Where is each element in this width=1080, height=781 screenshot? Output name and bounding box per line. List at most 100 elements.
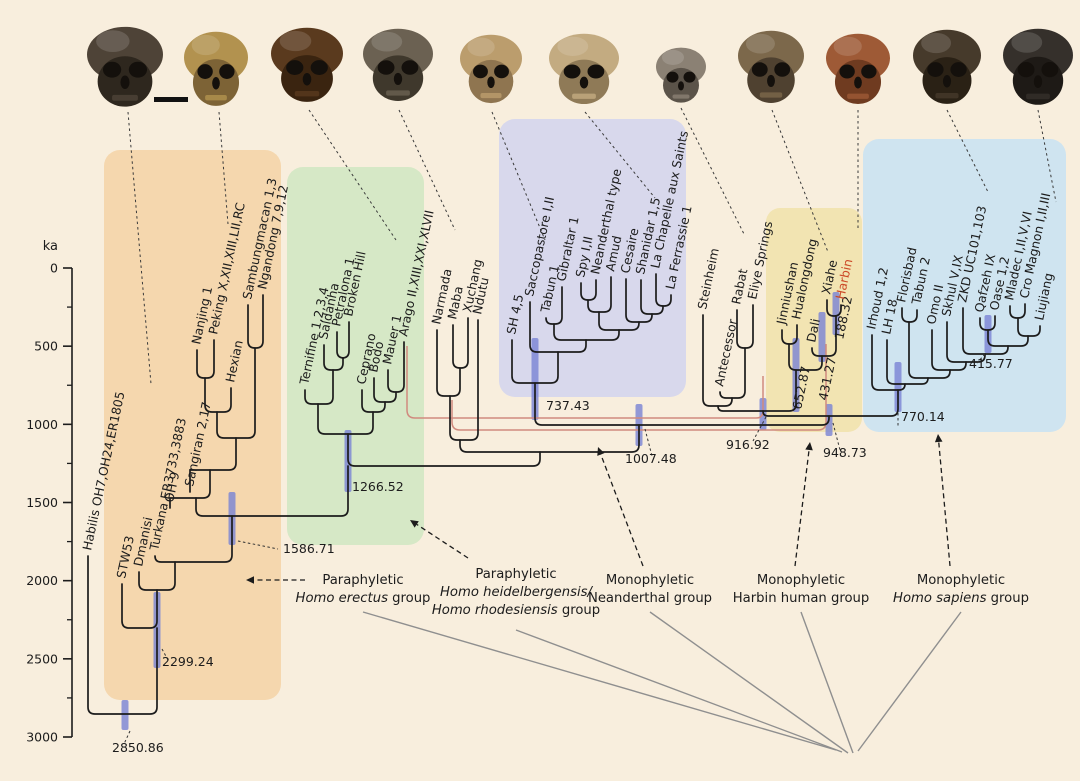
branch-n_sang — [189, 437, 237, 493]
group-fan-line-2 — [649, 611, 849, 754]
axis-tick-label-500: 500 — [34, 339, 58, 354]
branch-n_2850 — [87, 555, 158, 715]
branch-n_s1 — [886, 339, 929, 385]
branch-n_xh — [826, 299, 842, 317]
group-annotation-text: Paraphyletic — [475, 567, 556, 582]
skull-nasal — [767, 74, 775, 87]
node-age-label-2850-86: 2850.86 — [112, 740, 164, 755]
group-annotation-1: Paraphyletic Homo heidelbergensis/Homo rh… — [432, 567, 600, 618]
group-annotation-text: Monophyletic — [606, 573, 694, 588]
node-age-label-1007-48: 1007.48 — [625, 451, 677, 466]
skull-eye-right — [494, 64, 509, 79]
skull-connector-line-10 — [1037, 109, 1057, 203]
sapiens-group-box — [863, 139, 1066, 432]
group-annotation-text: Homo sapiens group — [893, 591, 1029, 606]
group-annotation-text: Monophyletic — [757, 573, 845, 588]
time-axis-title: ka — [43, 239, 58, 254]
group-annotation-text: Paraphyletic — [322, 573, 403, 588]
branch-n_are — [719, 347, 746, 399]
group-fan-line-0 — [362, 611, 837, 751]
skull-teeth — [572, 93, 596, 99]
annotation-arrow-line-2 — [600, 454, 644, 567]
skull-highlight — [279, 30, 312, 52]
branch-n_770 — [871, 334, 906, 391]
skull-nasal — [942, 75, 952, 88]
annotation-arrow-line-4 — [938, 441, 951, 567]
branch-n_back2 — [459, 424, 640, 453]
branch-n_1007 — [534, 382, 830, 426]
skull-teeth — [386, 90, 410, 96]
tip-label-oh9: OH 9 — [162, 471, 182, 504]
skull-photo-7 — [656, 47, 706, 103]
skull-photo-8 — [738, 30, 804, 103]
node-age-bar-4 — [531, 338, 539, 420]
node-age-label-2299-24: 2299.24 — [162, 654, 214, 669]
node-age-label-1586-71: 1586.71 — [283, 541, 335, 556]
skull-nasal — [302, 73, 312, 86]
skull-nasal — [678, 81, 684, 91]
annotation-arrow-line-1 — [416, 523, 469, 559]
group-annotation-2: Monophyletic Neanderthal group — [588, 573, 712, 606]
skull-highlight — [921, 32, 952, 54]
skull-teeth — [759, 92, 783, 98]
erectus-group-box — [104, 150, 281, 700]
skull-eye-right — [310, 60, 328, 75]
skull-teeth — [480, 93, 502, 99]
branch-n_ndu — [449, 319, 479, 441]
skull-eye-left — [751, 62, 768, 77]
skull-highlight — [191, 34, 220, 56]
group-fan-line-1 — [515, 629, 843, 753]
skull-eye-left — [286, 60, 304, 75]
branch-n_nph — [204, 377, 232, 413]
annotation-arrowhead-1 — [410, 520, 419, 528]
skull-highlight — [1011, 32, 1043, 53]
skull-eye-right — [401, 60, 419, 75]
annotation-arrow-line-3 — [794, 449, 810, 567]
branch-n_ts — [304, 369, 334, 405]
skull-eye-right — [774, 62, 791, 77]
skull-teeth — [294, 90, 320, 97]
branch-n_948 — [762, 389, 899, 417]
annotation-arrowhead-4 — [934, 434, 943, 443]
skull-photo-9 — [826, 33, 890, 105]
node-age-bar-9 — [818, 312, 826, 362]
branch-n_s2 — [908, 321, 951, 379]
skull-teeth — [935, 92, 959, 99]
skull-teeth — [847, 93, 869, 99]
branch-n_om — [931, 329, 967, 371]
group-annotation-text: Homo rhodesiensis group — [432, 603, 600, 618]
skull-eye-right — [587, 64, 605, 79]
skull-connector-line-7 — [771, 109, 829, 253]
tip-label-bodo: Bodo — [366, 340, 386, 374]
axis-tick-label-1000: 1000 — [26, 417, 58, 432]
group-annotation-0: Paraphyletic Homo erectus group — [296, 573, 431, 606]
skull-connector-line-0 — [127, 111, 152, 385]
node-age-label-1266-52: 1266.52 — [352, 479, 404, 494]
node-age-bar-11 — [894, 362, 902, 412]
skull-photo-10 — [913, 29, 981, 104]
axis-tick-label-2000: 2000 — [26, 573, 58, 588]
tip-label-dali: Dali — [804, 317, 823, 343]
group-annotation-text: Homo erectus group — [296, 591, 431, 606]
group-annotation-4: Monophyletic Homo sapiens group — [893, 573, 1029, 606]
node-age-label-737-43: 737.43 — [546, 398, 590, 413]
skull-eye-right — [950, 62, 967, 77]
node-age-bar-0 — [121, 700, 129, 730]
skull-connector-line-4 — [491, 111, 546, 241]
skull-teeth — [672, 94, 690, 99]
group-annotation-text: Homo heidelbergensis/ — [440, 585, 594, 600]
node-age-label-948-73: 948.73 — [823, 445, 867, 460]
skull-photo-11 — [1003, 28, 1073, 105]
skull-highlight — [467, 37, 495, 57]
group-annotation-text: Monophyletic — [917, 573, 1005, 588]
skull-photo-6 — [549, 33, 619, 105]
tip-label-maba: Maba — [445, 285, 466, 321]
skull-eye-left — [102, 61, 122, 78]
annotation-arrowhead-2 — [597, 447, 605, 456]
group-annotation-text: Neanderthal group — [588, 591, 712, 606]
skull-photo-5 — [460, 34, 522, 104]
harbin-group-box — [766, 208, 862, 432]
skull-eye-right — [219, 64, 235, 79]
